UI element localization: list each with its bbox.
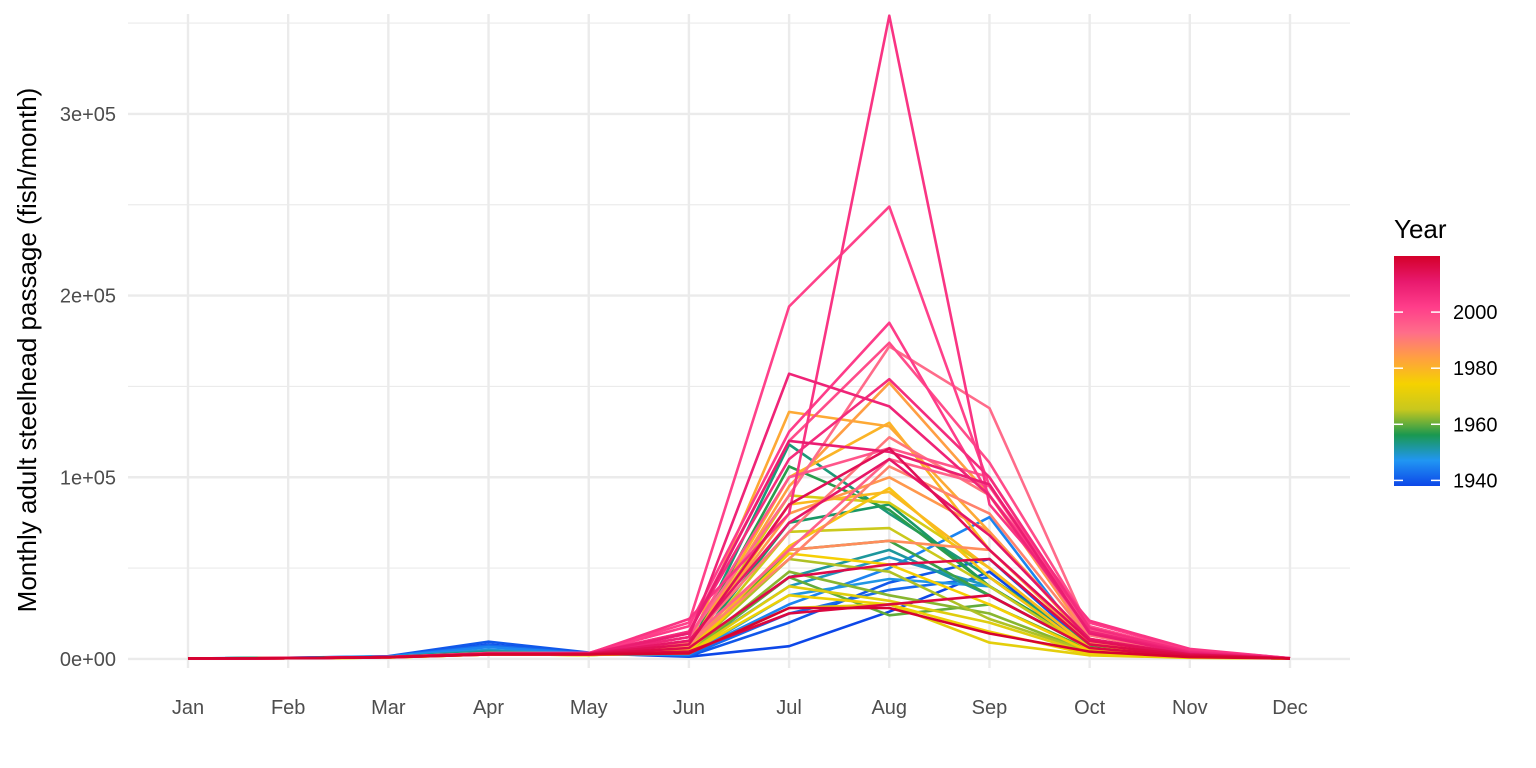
legend-ticks: 1940 1960 1980 2000 bbox=[1394, 302, 1498, 492]
legend-label: 1940 bbox=[1453, 470, 1498, 492]
x-tick-label: May bbox=[570, 697, 608, 719]
x-tick-label: Sep bbox=[972, 697, 1008, 719]
x-tick-label: Nov bbox=[1172, 697, 1208, 719]
series-lines bbox=[187, 14, 1291, 660]
y-tick-label: 3e+05 bbox=[60, 104, 116, 126]
series-line-1997 bbox=[187, 446, 1291, 660]
legend-colorbar bbox=[1394, 256, 1440, 486]
x-tick-label: Dec bbox=[1272, 697, 1308, 719]
y-axis-tick-labels: 0e+00 1e+05 2e+05 3e+05 bbox=[60, 104, 116, 671]
x-axis-tick-labels: Jan Feb Mar Apr May Jun Jul Aug Sep Oct Nov Dec bbox=[172, 697, 1308, 719]
x-tick-label: Jul bbox=[776, 697, 802, 719]
y-axis-title: Monthly adult steelhead passage (fish/mo… bbox=[12, 88, 42, 613]
x-tick-label: Mar bbox=[371, 697, 406, 719]
y-tick-label: 1e+05 bbox=[60, 467, 116, 489]
x-tick-label: Oct bbox=[1074, 697, 1106, 719]
legend: Year 1940 1960 1980 2000 bbox=[1394, 214, 1498, 492]
x-tick-label: Aug bbox=[871, 697, 907, 719]
series-line-2014 bbox=[187, 446, 1291, 660]
legend-title: Year bbox=[1394, 214, 1447, 244]
y-tick-label: 0e+00 bbox=[60, 649, 116, 671]
x-tick-label: Apr bbox=[473, 697, 504, 719]
series-line-2002 bbox=[187, 321, 1291, 660]
legend-label: 1960 bbox=[1453, 414, 1498, 436]
legend-label: 2000 bbox=[1453, 302, 1498, 324]
series-line-2019 bbox=[187, 606, 1291, 660]
x-tick-label: Jun bbox=[673, 697, 705, 719]
x-tick-label: Jan bbox=[172, 697, 204, 719]
series-line-1984 bbox=[187, 381, 1291, 660]
major-gridlines bbox=[128, 14, 1350, 668]
y-tick-label: 2e+05 bbox=[60, 286, 116, 308]
x-tick-label: Feb bbox=[271, 697, 305, 719]
legend-label: 1980 bbox=[1453, 358, 1498, 380]
